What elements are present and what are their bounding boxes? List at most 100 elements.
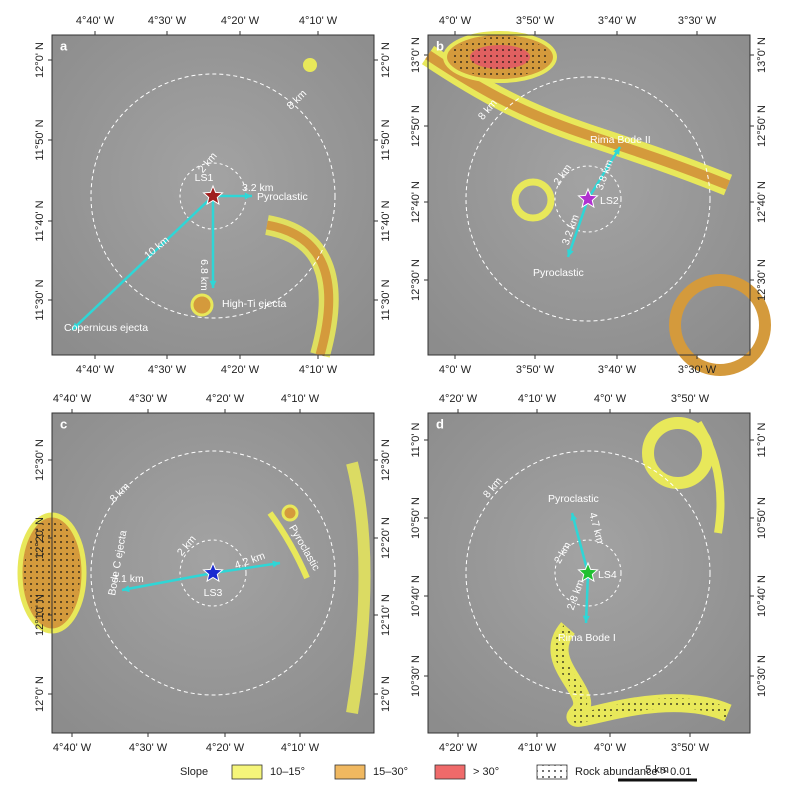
distance-arrow bbox=[566, 198, 590, 258]
arrow-head bbox=[582, 615, 590, 623]
range-circle bbox=[90, 73, 336, 319]
annotation: Pyroclastic bbox=[257, 191, 308, 203]
right-tick-label: 12°10' N bbox=[380, 594, 392, 636]
panel-letter: a bbox=[60, 38, 68, 53]
left-tick-label: 11°50' N bbox=[34, 119, 46, 160]
right-tick-label: 11°40' N bbox=[380, 200, 392, 241]
annotation: 7.1 km bbox=[112, 573, 144, 585]
arrow-head bbox=[613, 147, 620, 155]
annotation: LS3 bbox=[204, 587, 223, 599]
range-circle bbox=[465, 450, 711, 696]
slope-overlay bbox=[190, 58, 339, 358]
top-tick-label: 4°10' W bbox=[299, 15, 338, 27]
bottom-tick-label: 3°30' W bbox=[678, 364, 717, 376]
landing-site-star bbox=[202, 184, 224, 206]
top-tick-label: 4°30' W bbox=[129, 393, 168, 405]
annotation: Pyroclastic bbox=[548, 493, 599, 505]
legend-label: 10–15° bbox=[270, 766, 305, 778]
annotation: Rima Bode II bbox=[590, 134, 651, 146]
top-tick-label: 4°10' W bbox=[281, 393, 320, 405]
top-tick-label: 4°0' W bbox=[594, 393, 627, 405]
panel-frame bbox=[51, 34, 375, 356]
bottom-tick-label: 4°0' W bbox=[594, 742, 627, 754]
distance-arrow bbox=[586, 146, 622, 200]
arrow-head bbox=[244, 192, 252, 200]
bottom-tick-label: 4°40' W bbox=[76, 364, 115, 376]
legend-label: 15–30° bbox=[373, 766, 408, 778]
slope-overlay bbox=[421, 31, 771, 376]
arrow-head bbox=[209, 280, 217, 288]
distance-arrow bbox=[584, 572, 590, 624]
bottom-tick-label: 3°40' W bbox=[598, 364, 637, 376]
bottom-tick-label: 4°20' W bbox=[439, 742, 478, 754]
landing-site-star bbox=[577, 187, 599, 209]
panel-letter: c bbox=[60, 416, 67, 431]
panel-frame bbox=[427, 412, 751, 734]
slope-10-15 bbox=[694, 420, 725, 534]
bottom-tick-label: 4°30' W bbox=[148, 364, 187, 376]
panel-letter: b bbox=[436, 38, 444, 53]
slope-10-15 bbox=[511, 178, 555, 222]
annotation: 6.8 km bbox=[198, 259, 210, 291]
left-tick-label: 12°40' N bbox=[410, 181, 422, 223]
bottom-tick-label: 3°50' W bbox=[516, 364, 555, 376]
top-tick-label: 3°30' W bbox=[678, 15, 717, 27]
slope-10-15 bbox=[267, 511, 310, 580]
top-tick-label: 4°20' W bbox=[439, 393, 478, 405]
right-tick-label: 12°0' N bbox=[380, 42, 392, 78]
annotation: LS1 bbox=[195, 172, 214, 184]
right-tick-label: 10°40' N bbox=[756, 575, 768, 617]
slope-15-30 bbox=[669, 274, 771, 376]
panel-letter: d bbox=[436, 416, 444, 431]
right-tick-label: 12°40' N bbox=[756, 181, 768, 223]
left-tick-label: 12°30' N bbox=[34, 439, 46, 481]
bottom-tick-label: 4°20' W bbox=[221, 364, 260, 376]
annotation: Pyroclastic bbox=[533, 267, 584, 279]
annotation: High-Ti ejecta bbox=[222, 298, 287, 310]
left-tick-label: 10°50' N bbox=[410, 497, 422, 539]
bottom-tick-label: 4°30' W bbox=[129, 742, 168, 754]
top-tick-label: 3°40' W bbox=[598, 15, 637, 27]
top-tick-label: 4°0' W bbox=[439, 15, 472, 27]
annotation: Copernicus ejecta bbox=[64, 322, 148, 334]
range-circle bbox=[90, 450, 336, 696]
legend-swatch bbox=[434, 764, 466, 780]
bottom-tick-label: 3°50' W bbox=[671, 742, 710, 754]
left-tick-label: 12°0' N bbox=[34, 42, 46, 78]
slope-10-15 bbox=[346, 461, 371, 714]
legend-label: > 30° bbox=[473, 766, 499, 778]
arrow-head bbox=[122, 585, 130, 593]
range-circle bbox=[179, 539, 247, 607]
annotation: LS4 bbox=[598, 569, 617, 581]
left-tick-label: 10°30' N bbox=[410, 655, 422, 697]
distance-arrow bbox=[121, 571, 214, 592]
range-circle bbox=[554, 165, 622, 233]
legend-swatch bbox=[231, 764, 263, 780]
top-tick-label: 4°40' W bbox=[53, 393, 92, 405]
landing-site-star bbox=[577, 561, 599, 583]
rock-abundance bbox=[554, 624, 730, 723]
legend-swatch bbox=[536, 764, 568, 780]
slope-overlay bbox=[550, 417, 732, 727]
top-tick-label: 4°40' W bbox=[76, 15, 115, 27]
panel-frame bbox=[427, 34, 751, 356]
slope-15-30 bbox=[266, 220, 334, 357]
left-tick-label: 12°20' N bbox=[34, 517, 46, 559]
annotation: LS2 bbox=[600, 195, 619, 207]
arrow-head bbox=[272, 560, 280, 568]
left-tick-label: 12°0' N bbox=[34, 676, 46, 712]
arrow-head bbox=[567, 249, 574, 257]
right-tick-label: 12°30' N bbox=[380, 439, 392, 481]
top-tick-label: 4°10' W bbox=[518, 393, 557, 405]
right-tick-label: 12°20' N bbox=[380, 517, 392, 559]
arrow-head bbox=[72, 322, 80, 330]
rock-abundance bbox=[450, 37, 550, 77]
distance-arrow bbox=[71, 195, 214, 331]
legend-title: Slope bbox=[180, 766, 208, 778]
legend-swatch bbox=[334, 764, 366, 780]
top-tick-label: 3°50' W bbox=[516, 15, 555, 27]
